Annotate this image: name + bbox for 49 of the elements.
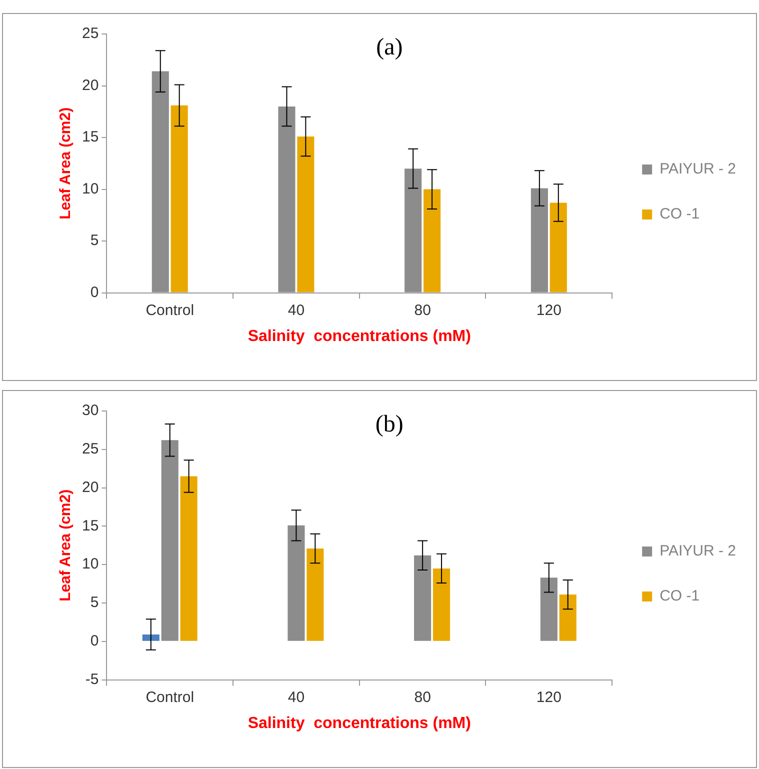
y-tick-label: 25 bbox=[82, 25, 99, 42]
y-tick-label: 25 bbox=[82, 440, 99, 458]
x-axis-title: Salinity concentrations (mM) bbox=[248, 328, 471, 345]
chart-title: (b) bbox=[375, 411, 404, 438]
bar bbox=[540, 578, 558, 641]
bar bbox=[306, 548, 324, 641]
y-tick-label: 15 bbox=[82, 128, 99, 146]
x-axis-title: Salinity concentrations (mM) bbox=[248, 714, 471, 732]
bar bbox=[288, 525, 305, 641]
y-axis-title: Leaf Area (cm2) bbox=[57, 107, 74, 220]
legend-label: CO -1 bbox=[660, 588, 700, 605]
bar bbox=[152, 71, 169, 292]
bar bbox=[180, 476, 198, 641]
y-tick-label: 5 bbox=[90, 232, 99, 250]
bar bbox=[142, 634, 160, 641]
y-tick-label: 5 bbox=[90, 594, 99, 612]
bar bbox=[161, 440, 178, 641]
y-tick-label: 15 bbox=[82, 517, 99, 534]
bar bbox=[530, 188, 548, 292]
bar bbox=[432, 568, 450, 641]
bar bbox=[550, 202, 567, 292]
bar bbox=[559, 594, 576, 641]
x-tick-label: Control bbox=[146, 688, 194, 706]
bar bbox=[414, 555, 432, 641]
x-tick-label: 80 bbox=[414, 302, 431, 319]
bar bbox=[424, 189, 441, 292]
bar bbox=[297, 136, 314, 292]
y-tick-label: 10 bbox=[82, 180, 99, 198]
x-tick-label: 120 bbox=[536, 688, 562, 706]
bar bbox=[278, 106, 296, 292]
y-tick-label: 0 bbox=[90, 632, 99, 650]
x-tick-label: 40 bbox=[288, 302, 305, 319]
y-tick-label: 20 bbox=[82, 76, 99, 94]
chart-title: (a) bbox=[376, 34, 403, 60]
y-tick-label: 0 bbox=[90, 284, 99, 301]
legend-label: PAIYUR - 2 bbox=[660, 542, 736, 560]
y-tick-label: -5 bbox=[85, 670, 99, 688]
x-tick-label: 40 bbox=[288, 688, 305, 706]
x-tick-label: 80 bbox=[414, 688, 431, 706]
bar bbox=[170, 105, 188, 292]
y-axis-title: Leaf Area (cm2) bbox=[57, 489, 74, 602]
y-tick-label: 20 bbox=[82, 478, 99, 496]
y-tick-label: 30 bbox=[82, 402, 99, 420]
y-tick-label: 10 bbox=[82, 556, 99, 573]
x-tick-label: 120 bbox=[536, 302, 562, 319]
x-tick-label: Control bbox=[146, 302, 194, 319]
bar bbox=[404, 168, 422, 292]
legend-label: CO -1 bbox=[660, 206, 700, 223]
legend-label: PAIYUR - 2 bbox=[660, 160, 736, 178]
